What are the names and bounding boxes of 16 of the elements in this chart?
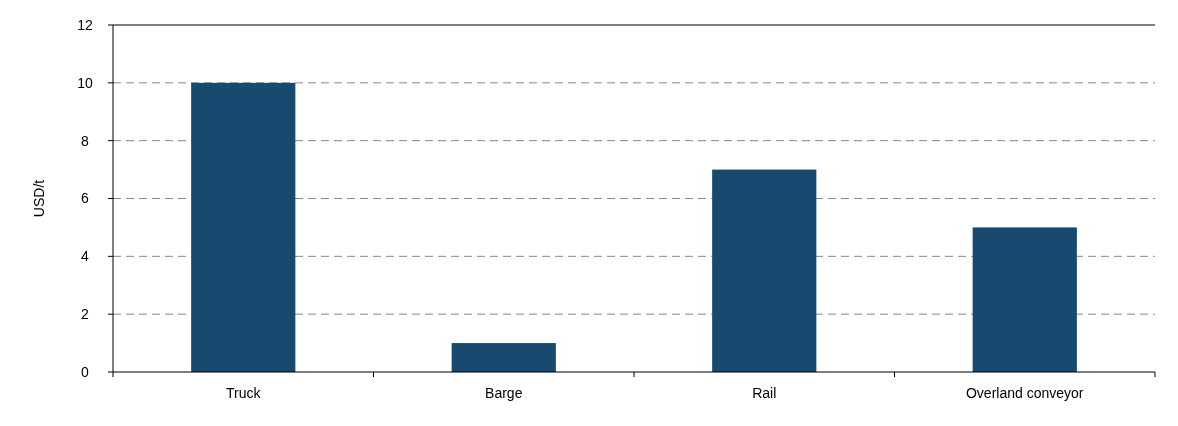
x-tick-label: Truck [226, 385, 262, 401]
x-tick-label: Rail [752, 385, 777, 401]
y-tick-label: 10 [77, 74, 93, 91]
y-tick-label: 6 [81, 190, 90, 207]
bar [972, 227, 1077, 372]
bar [191, 82, 296, 372]
bar [712, 169, 817, 372]
y-tick-label: 8 [81, 132, 90, 149]
x-tick-label: Overland conveyor [965, 385, 1084, 401]
y-tick-label: 2 [81, 306, 90, 323]
y-tick-label: 0 [81, 363, 90, 380]
x-tick-label: Barge [485, 385, 523, 401]
bar [451, 343, 556, 372]
y-tick-label: 12 [77, 16, 93, 33]
y-axis-title: USD/t [31, 179, 47, 218]
y-tick-label: 4 [81, 248, 90, 265]
